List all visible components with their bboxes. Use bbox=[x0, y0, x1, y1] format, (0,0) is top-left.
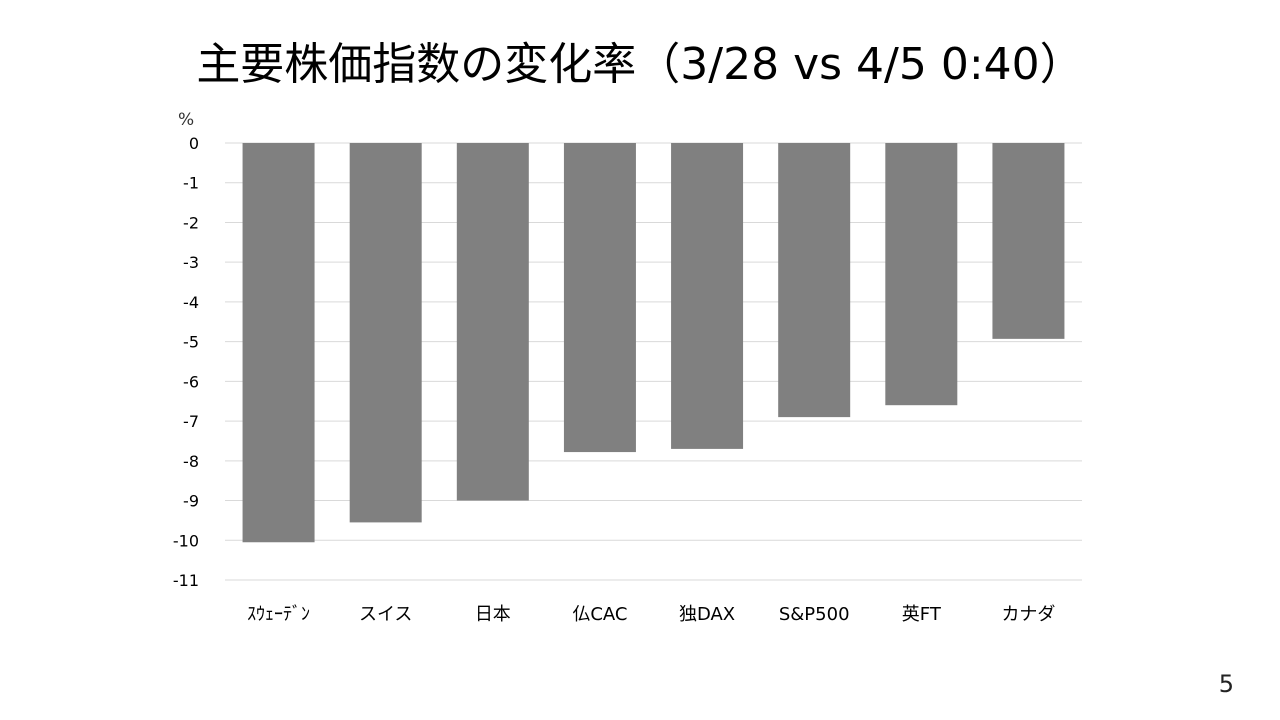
category-labels: ｽｳｪｰﾃﾞﾝ スイス 日本 仏CAC 独DAX S&P500 英FT カナダ bbox=[247, 604, 1055, 625]
category-label: スイス bbox=[359, 604, 412, 625]
y-tick-label: -4 bbox=[183, 293, 199, 312]
bar bbox=[885, 143, 958, 406]
bar bbox=[456, 143, 529, 501]
bar bbox=[671, 143, 744, 449]
bar bbox=[778, 143, 851, 418]
y-tick-label: -7 bbox=[183, 412, 199, 431]
y-tick-label: -11 bbox=[173, 571, 199, 590]
page-number: 5 bbox=[1218, 670, 1234, 698]
category-label: 仏CAC bbox=[572, 604, 627, 625]
y-tick-label: -1 bbox=[183, 174, 199, 193]
bar bbox=[563, 143, 636, 453]
y-tick-label: -6 bbox=[183, 372, 199, 391]
y-tick-label: -2 bbox=[183, 213, 199, 232]
slide-title: 主要株価指数の変化率（3/28 vs 4/5 0:40） bbox=[196, 39, 1084, 90]
y-axis-unit-label: % bbox=[178, 110, 194, 130]
y-tick-labels: 0 -1 -2 -3 -4 -5 -6 -7 -8 -9 -10 -11 bbox=[173, 134, 199, 590]
category-label: ｽｳｪｰﾃﾞﾝ bbox=[247, 604, 310, 625]
y-tick-label: -3 bbox=[183, 253, 199, 272]
y-tick-label: -9 bbox=[183, 492, 199, 511]
category-label: S&P500 bbox=[779, 604, 850, 625]
y-tick-label: -5 bbox=[183, 333, 199, 352]
bar bbox=[992, 143, 1065, 339]
category-label: 英FT bbox=[902, 604, 942, 625]
category-label: 独DAX bbox=[679, 604, 735, 625]
bars bbox=[242, 143, 1065, 543]
y-tick-label: -8 bbox=[183, 452, 199, 471]
y-tick-label: 0 bbox=[189, 134, 199, 153]
y-tick-label: -10 bbox=[173, 531, 199, 550]
category-label: カナダ bbox=[1001, 604, 1055, 625]
bar bbox=[242, 143, 315, 543]
category-label: 日本 bbox=[475, 604, 511, 625]
bar bbox=[349, 143, 422, 523]
